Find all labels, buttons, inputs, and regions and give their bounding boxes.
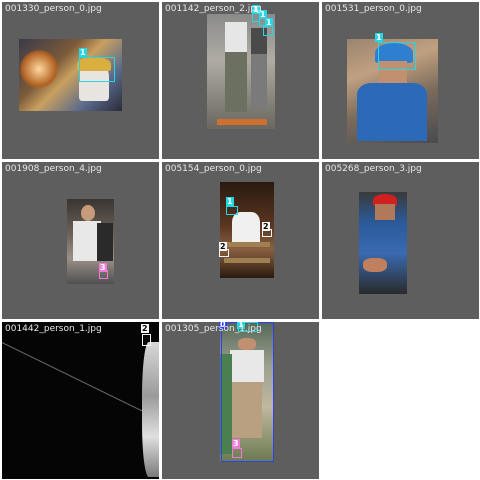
tile-photo: [2, 322, 159, 479]
tile-filename: 001908_person_4.jpg: [5, 164, 102, 174]
detection-label: 2: [141, 324, 149, 333]
tile-filename: 005154_person_0.jpg: [165, 164, 262, 174]
detection-label: 3: [99, 263, 107, 272]
detection-box: [226, 206, 238, 215]
tile-filename: 001142_person_2.jpg: [165, 4, 262, 14]
tile-filename: 001442_person_1.jpg: [5, 324, 102, 334]
tile-filename: 005268_person_3.jpg: [325, 164, 422, 174]
tile-filename: 001330_person_0.jpg: [5, 4, 102, 14]
image-tile[interactable]: 001330_person_0.jpg 1: [2, 2, 159, 159]
detection-label: 3: [232, 439, 240, 448]
detection-label: 1: [259, 10, 267, 19]
detection-box: [79, 57, 115, 82]
detection-box: [221, 322, 274, 462]
tile-photo: [220, 324, 274, 462]
image-tile[interactable]: 001142_person_2.jpg 1 1 1: [162, 2, 319, 159]
image-tile[interactable]: 005154_person_0.jpg 1 2 2: [162, 162, 319, 319]
detection-label: 2: [262, 222, 270, 231]
detection-box: [142, 334, 151, 346]
detection-label: 0: [219, 322, 227, 329]
tile-photo: [359, 192, 407, 294]
detection-label: 1: [226, 197, 234, 206]
image-tile[interactable]: 001531_person_0.jpg 1: [322, 2, 479, 159]
detection-label: 1: [375, 33, 383, 42]
image-tile[interactable]: 001908_person_4.jpg 3: [2, 162, 159, 319]
detection-label: 2: [219, 242, 227, 251]
tile-filename: 001531_person_0.jpg: [325, 4, 422, 14]
detection-label: 1: [79, 48, 87, 57]
detection-box: [378, 42, 416, 70]
tile-filename: 001305_person_1.jpg: [165, 324, 262, 334]
tile-photo: [347, 39, 438, 143]
image-tile[interactable]: 005268_person_3.jpg: [322, 162, 479, 319]
detection-box: [263, 26, 273, 36]
detection-label: 1: [265, 18, 273, 27]
detection-label: 1: [237, 322, 245, 329]
detection-label: 1: [252, 5, 260, 14]
image-tile[interactable]: 001305_person_1.jpg 0 1 3: [162, 322, 319, 479]
image-tile[interactable]: 001442_person_1.jpg 2: [2, 322, 159, 479]
detection-box: [232, 448, 242, 458]
